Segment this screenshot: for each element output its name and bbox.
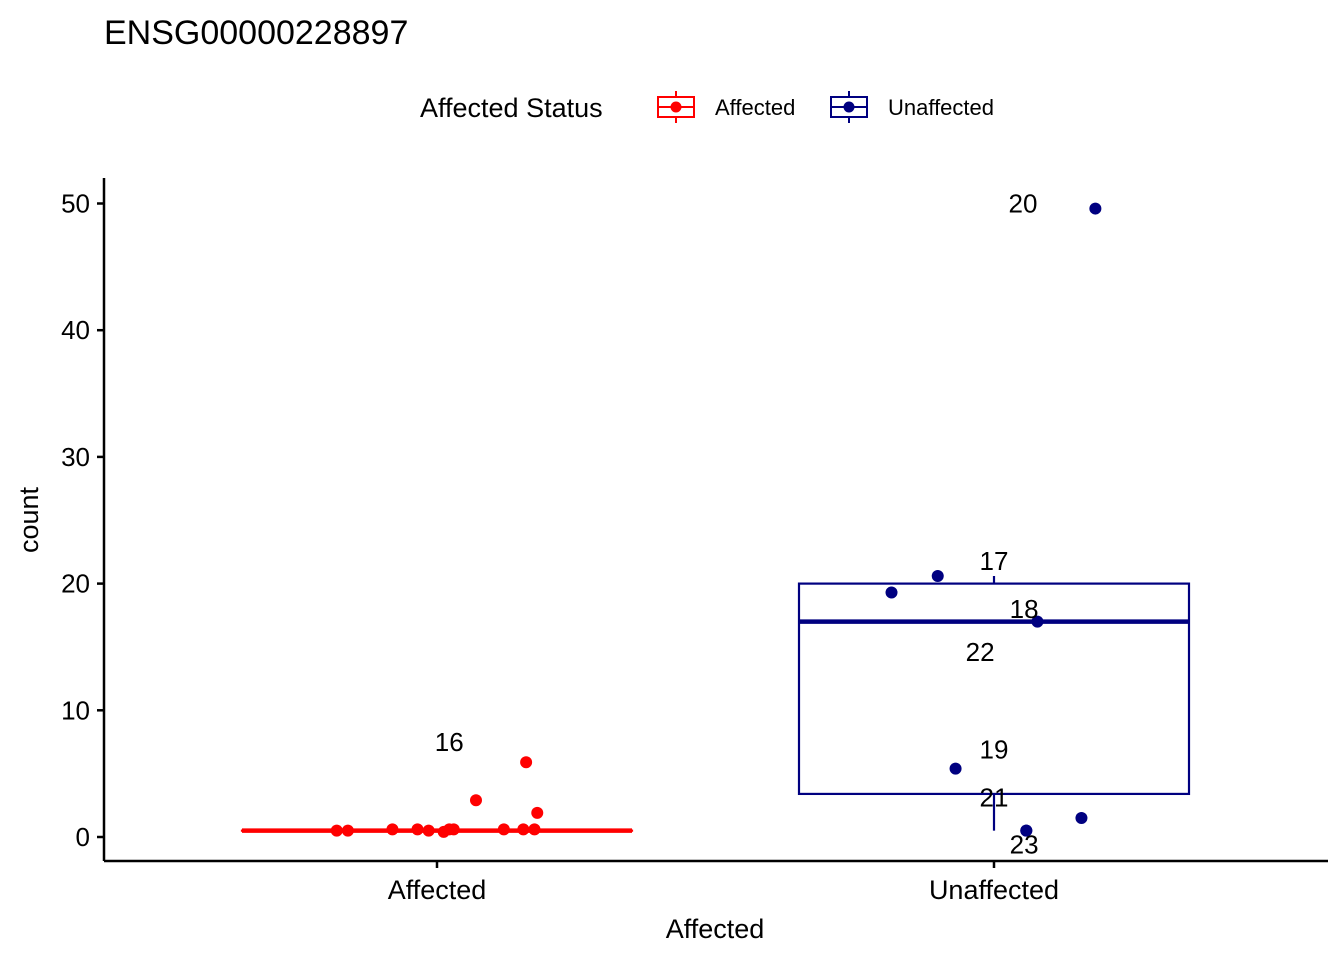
legend-key-dot xyxy=(843,101,855,113)
x-tick-label: Unaffected xyxy=(929,875,1059,905)
box-iqr xyxy=(797,582,1191,796)
y-tick-label: 40 xyxy=(61,315,90,345)
data-point xyxy=(1020,824,1033,837)
data-point xyxy=(411,823,424,836)
legend-label: Affected xyxy=(715,95,795,120)
y-axis-label: count xyxy=(14,486,44,553)
y-tick-label: 0 xyxy=(76,822,90,852)
legend-item: Affected xyxy=(657,91,795,123)
point-label: 21 xyxy=(980,783,1009,813)
data-point xyxy=(1075,811,1088,824)
data-point xyxy=(330,824,343,837)
y-tick-label: 30 xyxy=(61,442,90,472)
chart-title: ENSG00000228897 xyxy=(104,14,408,52)
data-point xyxy=(931,569,944,582)
data-point xyxy=(885,586,898,599)
data-point xyxy=(1089,202,1102,215)
data-point xyxy=(1031,615,1044,628)
point-label: 23 xyxy=(1010,830,1039,860)
x-axis-label: Affected xyxy=(666,914,765,944)
data-point xyxy=(517,823,530,836)
legend-key-dot xyxy=(670,101,682,113)
data-point xyxy=(447,823,460,836)
data-point xyxy=(497,823,510,836)
data-point xyxy=(528,823,541,836)
legend-title: Affected Status xyxy=(420,93,603,123)
y-tick-label: 20 xyxy=(61,569,90,599)
legend-label: Unaffected xyxy=(888,95,994,120)
data-point xyxy=(422,824,435,837)
y-tick-label: 10 xyxy=(61,695,90,725)
data-point xyxy=(531,806,544,819)
point-label: 17 xyxy=(980,546,1009,576)
data-point xyxy=(341,824,354,837)
data-point xyxy=(520,756,533,769)
y-tick-label: 50 xyxy=(61,189,90,219)
point-label: 19 xyxy=(980,735,1009,765)
legend: Affected Status Affected Unaffected xyxy=(420,91,994,123)
x-tick-label: Affected xyxy=(388,875,487,905)
data-point xyxy=(949,762,962,775)
data-point xyxy=(469,794,482,807)
point-label: 22 xyxy=(966,637,995,667)
point-label: 16 xyxy=(435,727,464,757)
legend-item: Unaffected xyxy=(830,91,994,123)
point-label: 18 xyxy=(1010,594,1039,624)
point-label: 20 xyxy=(1009,189,1038,219)
data-point xyxy=(386,823,399,836)
